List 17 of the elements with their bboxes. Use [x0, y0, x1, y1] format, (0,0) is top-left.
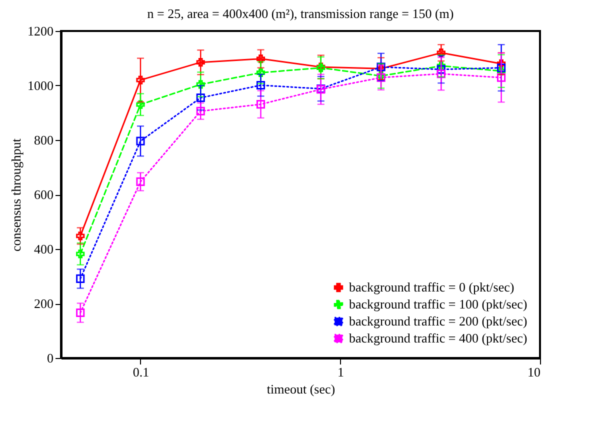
legend-label: background traffic = 400 (pkt/sec)	[349, 330, 528, 346]
legend-label: background traffic = 100 (pkt/sec)	[349, 296, 528, 312]
x-tick-label: 10	[528, 364, 540, 380]
x-tick-label: 0.1	[132, 364, 150, 380]
legend-label: background traffic = 200 (pkt/sec)	[349, 314, 528, 328]
y-tick-label: 1000	[28, 78, 54, 93]
chart-title: n = 25, area = 400x400 (m²), transmission range = 150 (m)	[147, 6, 454, 21]
legend-label: background traffic = 0 (pkt/sec)	[349, 280, 514, 294]
y-tick-label: 800	[34, 132, 54, 148]
y-tick-label: 400	[34, 242, 54, 256]
y-tick-label: 600	[34, 187, 54, 202]
y-axis-title: consensus throughput	[8, 138, 24, 252]
y-tick-label: 0	[47, 350, 54, 366]
y-tick-label: 200	[34, 296, 54, 311]
y-tick-label: 1200	[28, 24, 54, 38]
x-tick-label: 1	[337, 364, 344, 380]
x-axis-title: timeout (sec)	[266, 382, 336, 396]
